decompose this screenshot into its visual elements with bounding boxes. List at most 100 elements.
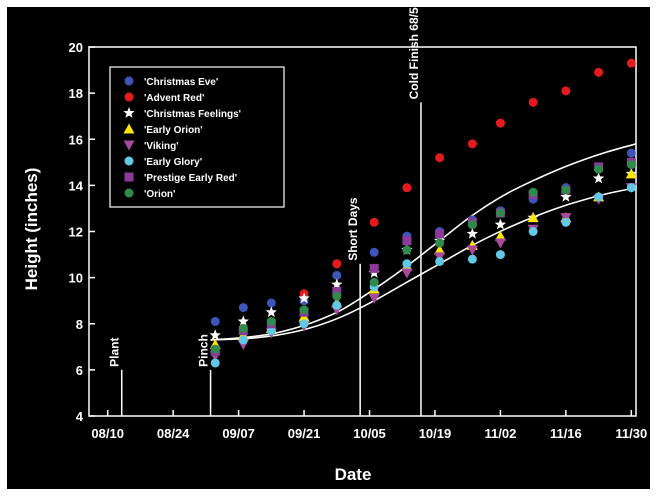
data-point (402, 245, 412, 255)
x-tick-label: 11/30 (615, 426, 647, 441)
x-axis-title: Date (335, 465, 372, 484)
y-tick-label: 6 (76, 363, 83, 378)
event-label: Cold Finish 68/56 ºF (407, 7, 421, 99)
data-point (626, 160, 636, 170)
legend-marker (124, 172, 134, 182)
data-point (494, 238, 506, 249)
data-point (265, 306, 277, 318)
data-point (210, 358, 220, 368)
legend-label: 'Early Glory' (144, 157, 202, 168)
y-axis-title: Height (inches) (22, 168, 41, 291)
x-tick-label: 11/16 (550, 426, 582, 441)
event-markers: Plant Pinch Short Days Cold Finish 68/56 ºF (108, 7, 422, 416)
data-point (467, 139, 477, 149)
data-point (402, 183, 412, 193)
trend-curve (210, 186, 637, 341)
legend-marker (123, 107, 135, 118)
y-tick-label: 16 (69, 132, 83, 147)
data-point (561, 217, 571, 227)
trend-curve (210, 143, 637, 341)
data-point (435, 153, 445, 163)
axes: 4 6 8 10 12 14 16 18 20 08/10 08/24 09/07 09/21 10/05… (69, 40, 648, 441)
data-point (332, 259, 342, 269)
legend-label: 'Early Orion' (144, 125, 203, 136)
x-tick-label: 09/07 (222, 426, 255, 441)
data-point (626, 58, 636, 68)
data-point (434, 244, 446, 255)
legend-label: 'Christmas Feelings' (144, 109, 241, 120)
data-point (527, 212, 539, 223)
data-point (467, 220, 477, 230)
legend-label: 'Orion' (144, 189, 175, 200)
data-point (369, 217, 379, 227)
y-tick-label: 14 (69, 178, 84, 193)
data-point (368, 293, 380, 304)
data-point (435, 238, 445, 248)
data-point (626, 148, 636, 158)
event-label: Plant (108, 338, 122, 367)
legend-marker (123, 140, 135, 151)
legend-label: 'Christmas Eve' (144, 77, 218, 88)
data-point (495, 118, 505, 128)
data-point (494, 218, 507, 230)
data-point (592, 172, 605, 184)
y-tick-label: 8 (76, 317, 83, 332)
data-point (466, 227, 479, 239)
data-point (238, 335, 248, 345)
x-tick-label: 11/02 (485, 426, 517, 441)
data-point (402, 236, 412, 246)
data-point (495, 208, 505, 218)
legend-marker (124, 188, 134, 198)
event-label: Short Days (346, 197, 360, 261)
data-point (494, 230, 506, 241)
data-point (209, 329, 221, 341)
y-tick-label: 12 (69, 225, 83, 240)
legend-marker (124, 92, 134, 102)
data-point (332, 300, 342, 310)
data-point (561, 185, 571, 195)
data-points (209, 58, 637, 368)
data-point (266, 326, 276, 336)
x-tick-label: 09/21 (288, 426, 321, 441)
data-point (495, 250, 505, 260)
legend-label: 'Viking' (144, 141, 179, 152)
data-point (594, 67, 604, 77)
data-point (369, 263, 379, 273)
legend-label: 'Prestige Early Red' (144, 173, 237, 184)
data-point (238, 323, 248, 333)
x-tick-label: 10/19 (419, 426, 452, 441)
chart-frame: 4 6 8 10 12 14 16 18 20 08/10 08/24 09/07 09/21 10/05… (7, 7, 650, 489)
data-point (331, 278, 343, 290)
data-point (561, 86, 571, 96)
legend-marker (124, 156, 134, 166)
y-tick-label: 10 (69, 271, 83, 286)
x-tick-label: 10/05 (353, 426, 386, 441)
legend-label: 'Advent Red' (144, 93, 204, 104)
series-7 (210, 160, 636, 354)
y-tick-label: 4 (76, 409, 84, 424)
data-point (298, 292, 310, 304)
data-point (238, 303, 248, 313)
data-point (435, 256, 445, 266)
data-point (237, 315, 249, 327)
data-point (299, 319, 309, 329)
data-point (332, 270, 342, 280)
data-point (528, 227, 538, 236)
legend: 'Christmas Eve' 'Advent Red' 'Christmas Fe… (109, 66, 285, 208)
chart-canvas: 4 6 8 10 12 14 16 18 20 08/10 08/24 09/07 09/21 10/05… (22, 7, 648, 484)
data-point (369, 277, 379, 287)
data-point (625, 168, 637, 179)
y-tick-label: 18 (69, 86, 83, 101)
data-point (560, 190, 572, 202)
legend-box (109, 66, 285, 208)
data-point (528, 187, 538, 197)
data-point (401, 268, 413, 279)
data-point (594, 192, 604, 202)
data-point (626, 183, 636, 193)
legend-marker (123, 123, 135, 134)
trend-curves (210, 143, 637, 341)
data-point (369, 247, 379, 257)
data-point (594, 164, 604, 174)
data-point (210, 344, 220, 354)
data-point (210, 316, 220, 326)
